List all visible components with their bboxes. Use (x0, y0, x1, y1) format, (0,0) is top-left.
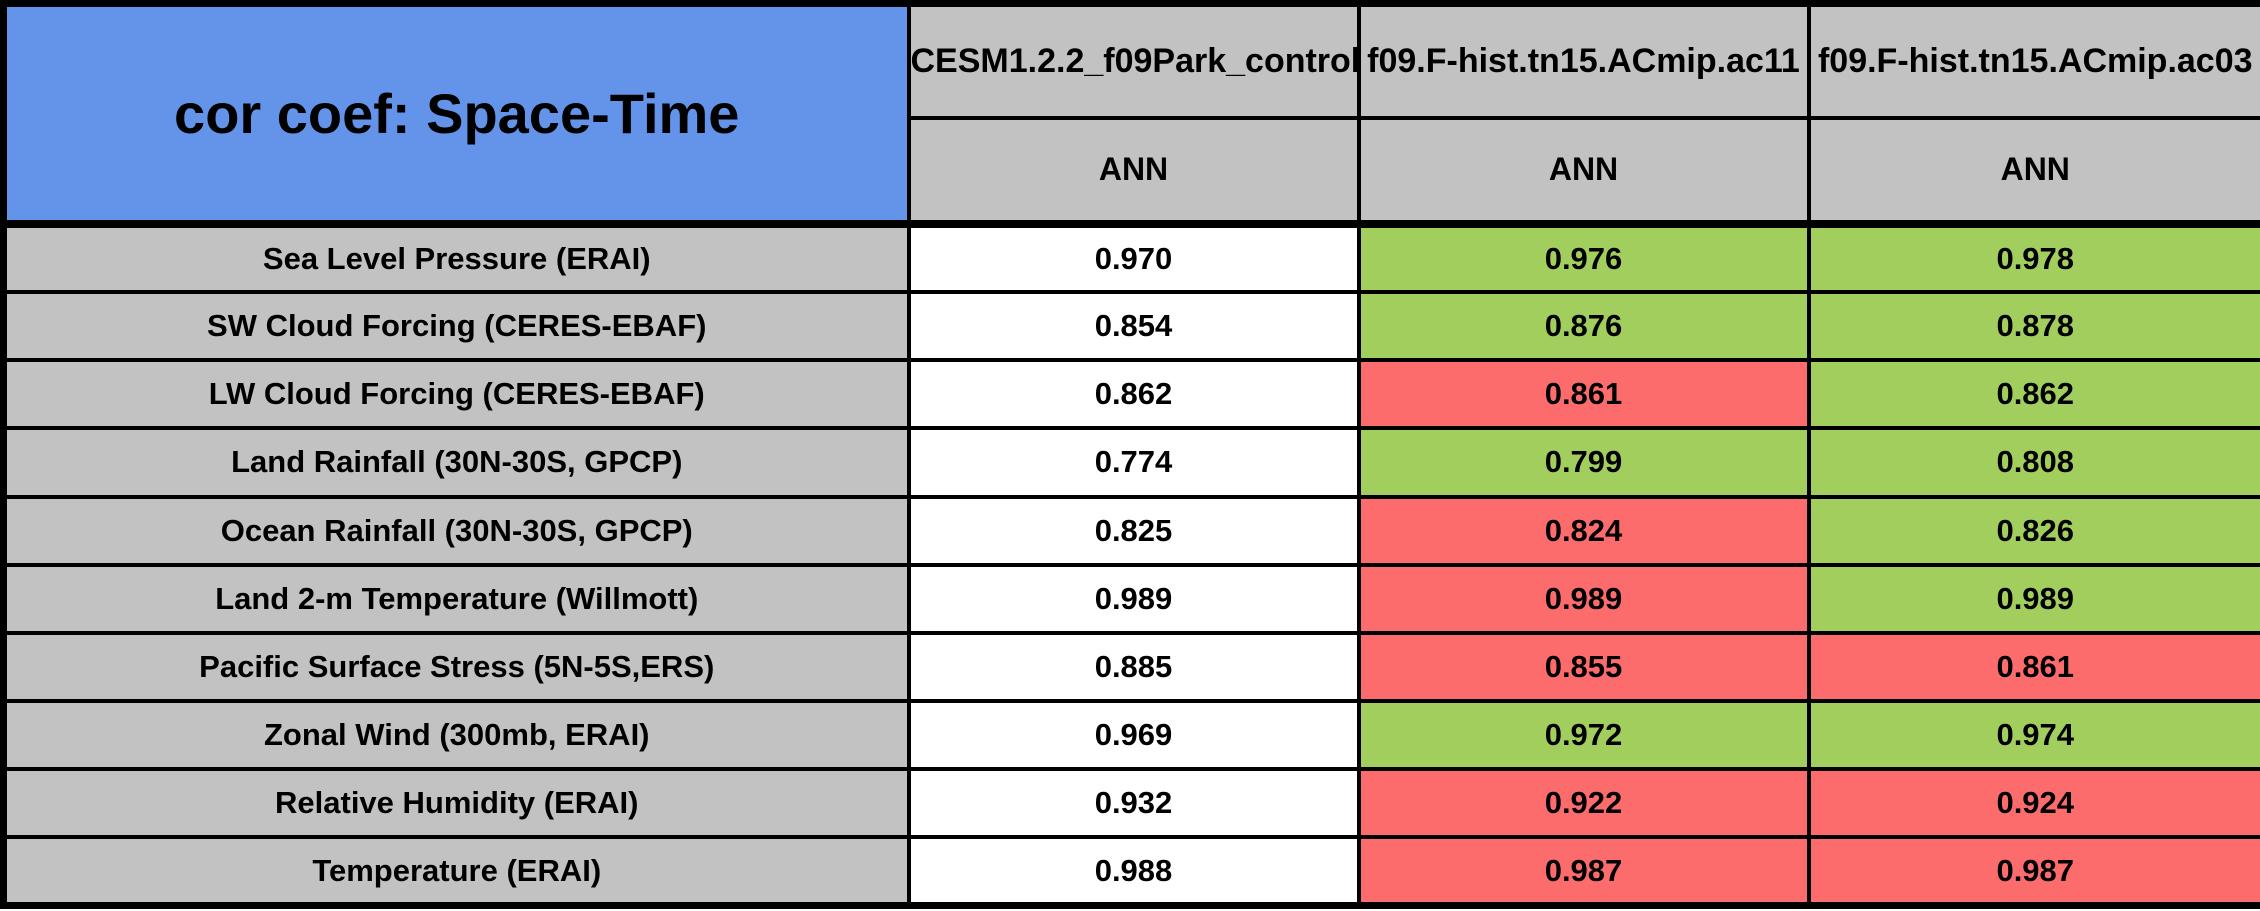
value-cell: 0.988 (906, 835, 1361, 908)
value-cell: 0.922 (1356, 767, 1811, 840)
value-cell: 0.978 (1806, 221, 2260, 295)
value-cell: 0.824 (1356, 494, 1811, 567)
value-cell: 0.989 (1356, 562, 1811, 635)
table-row: Land Rainfall (30N-30S, GPCP) 0.774 0.79… (1, 426, 2260, 499)
model-header-case2-label: f09.F-hist.tn15.ACmip.ac03 (1817, 41, 2253, 80)
value-cell: 0.826 (1806, 494, 2260, 567)
row-label: Land Rainfall (30N-30S, GPCP) (1, 426, 911, 499)
row-label: Pacific Surface Stress (5N-5S,ERS) (1, 630, 911, 703)
value-cell: 0.924 (1806, 767, 2260, 840)
season-header-row: ANN ANN ANN (4, 115, 2260, 228)
table-row: Pacific Surface Stress (5N-5S,ERS) 0.885… (1, 630, 2260, 703)
table-row: SW Cloud Forcing (CERES-EBAF) 0.854 0.87… (1, 290, 2260, 363)
value-cell: 0.932 (906, 767, 1361, 840)
value-cell: 0.861 (1356, 358, 1811, 431)
row-label: Land 2-m Temperature (Willmott) (1, 562, 911, 635)
model-header-case1: f09.F-hist.tn15.ACmip.ac11 (1356, 1, 1811, 120)
value-cell: 0.825 (906, 494, 1361, 567)
value-cell: 0.987 (1356, 835, 1811, 908)
model-header-control-label: CESM1.2.2_f09Park_control (910, 41, 1361, 80)
value-cell: 0.989 (1806, 562, 2260, 635)
table-row: Sea Level Pressure (ERAI) 0.970 0.976 0.… (1, 221, 2260, 295)
row-label: Temperature (ERAI) (1, 835, 911, 908)
table-row: Ocean Rainfall (30N-30S, GPCP) 0.825 0.8… (1, 494, 2260, 567)
value-cell: 0.976 (1356, 221, 1811, 295)
value-cell: 0.855 (1356, 630, 1811, 703)
value-cell: 0.861 (1806, 630, 2260, 703)
model-header-control: CESM1.2.2_f09Park_control (906, 1, 1361, 120)
value-cell: 0.987 (1806, 835, 2260, 908)
model-header-row: cor coef: Space-Time CESM1.2.2_f09Park_c… (1, 1, 2260, 228)
row-label: Zonal Wind (300mb, ERAI) (1, 698, 911, 772)
value-cell: 0.799 (1356, 426, 1811, 499)
model-header-case2: f09.F-hist.tn15.ACmip.ac03 (1806, 1, 2260, 120)
season-header-case2: ANN (1806, 115, 2260, 228)
table-row: Relative Humidity (ERAI) 0.932 0.922 0.9… (1, 767, 2260, 840)
table-row: Zonal Wind (300mb, ERAI) 0.969 0.972 0.9… (1, 698, 2260, 772)
value-cell: 0.862 (1806, 358, 2260, 431)
row-label: LW Cloud Forcing (CERES-EBAF) (1, 358, 911, 431)
value-cell: 0.972 (1356, 698, 1811, 772)
value-cell: 0.974 (1806, 698, 2260, 772)
value-cell: 0.808 (1806, 426, 2260, 499)
value-cell: 0.876 (1356, 290, 1811, 363)
value-cell: 0.862 (906, 358, 1361, 431)
value-cell: 0.885 (906, 630, 1361, 703)
table-row: Temperature (ERAI) 0.988 0.987 0.987 (1, 835, 2260, 908)
table-row: Land 2-m Temperature (Willmott) 0.989 0.… (1, 562, 2260, 635)
row-label: SW Cloud Forcing (CERES-EBAF) (1, 290, 911, 363)
row-label: Sea Level Pressure (ERAI) (1, 221, 911, 295)
value-cell: 0.854 (906, 290, 1361, 363)
value-cell: 0.969 (906, 698, 1361, 772)
value-cell: 0.774 (906, 426, 1361, 499)
value-cell: 0.989 (906, 562, 1361, 635)
row-label: Relative Humidity (ERAI) (1, 767, 911, 840)
value-cell: 0.970 (906, 221, 1361, 295)
row-label: Ocean Rainfall (30N-30S, GPCP) (1, 494, 911, 567)
table-row: LW Cloud Forcing (CERES-EBAF) 0.862 0.86… (1, 358, 2260, 431)
table-title: cor coef: Space-Time (1, 1, 911, 228)
season-header-case1: ANN (1356, 115, 1811, 228)
model-header-case1-label: f09.F-hist.tn15.ACmip.ac11 (1367, 41, 1800, 80)
season-header-control: ANN (906, 115, 1361, 228)
value-cell: 0.878 (1806, 290, 2260, 363)
